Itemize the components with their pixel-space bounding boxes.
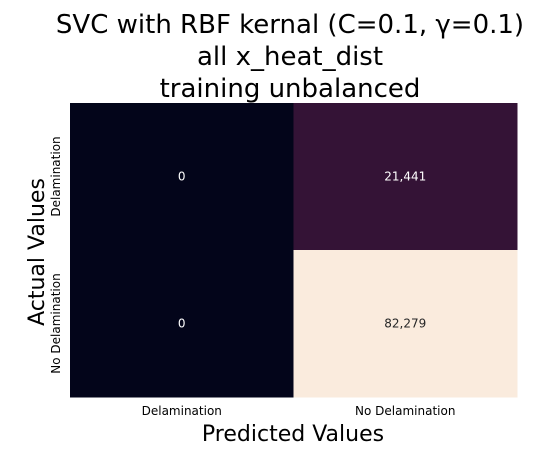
cell-value-label-r0-c0: 0	[178, 170, 186, 184]
heatmap-cells: 0 21,441 0 82,279	[70, 103, 518, 398]
heatmap-cell-r0-c1	[293, 103, 518, 251]
x-axis-label: Predicted Values	[202, 422, 384, 447]
y-tick-label: No Delamination	[49, 273, 63, 373]
heatmap-cell-r1-c0	[70, 250, 294, 398]
x-tick-labels: Delamination No Delamination	[142, 404, 456, 418]
y-tick-labels: Delamination No Delamination	[49, 136, 63, 373]
title-line-1: SVC with RBF kernal (C=0.1, γ=0.1)	[56, 10, 524, 40]
heatmap-cell-r1-c1	[293, 250, 518, 398]
x-tick-label: Delamination	[142, 404, 222, 418]
y-tick-label: Delamination	[49, 136, 63, 216]
cell-value-label-r1-c1: 82,279	[384, 317, 426, 331]
title-line-2: all x_heat_dist	[197, 42, 383, 72]
title-line-3: training unbalanced	[160, 74, 421, 104]
heatmap-cell-r0-c0	[70, 103, 294, 251]
cell-value-label-r0-c1: 21,441	[384, 170, 426, 184]
y-axis-label: Actual Values	[25, 178, 50, 326]
cell-value-label-r1-c0: 0	[178, 317, 186, 331]
x-tick-label: No Delamination	[355, 404, 455, 418]
chart-title: SVC with RBF kernal (C=0.1, γ=0.1) all x…	[56, 10, 524, 104]
